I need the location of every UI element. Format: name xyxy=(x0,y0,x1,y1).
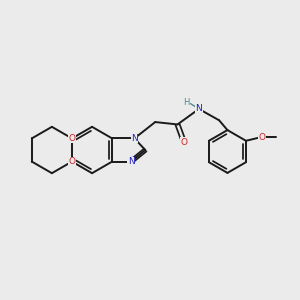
Text: H: H xyxy=(183,98,190,107)
Text: O: O xyxy=(68,134,76,143)
Text: N: N xyxy=(131,134,138,143)
Text: O: O xyxy=(68,157,76,166)
Text: N: N xyxy=(196,104,202,113)
Text: O: O xyxy=(181,138,188,147)
Text: O: O xyxy=(259,133,266,142)
Text: N: N xyxy=(128,157,134,166)
